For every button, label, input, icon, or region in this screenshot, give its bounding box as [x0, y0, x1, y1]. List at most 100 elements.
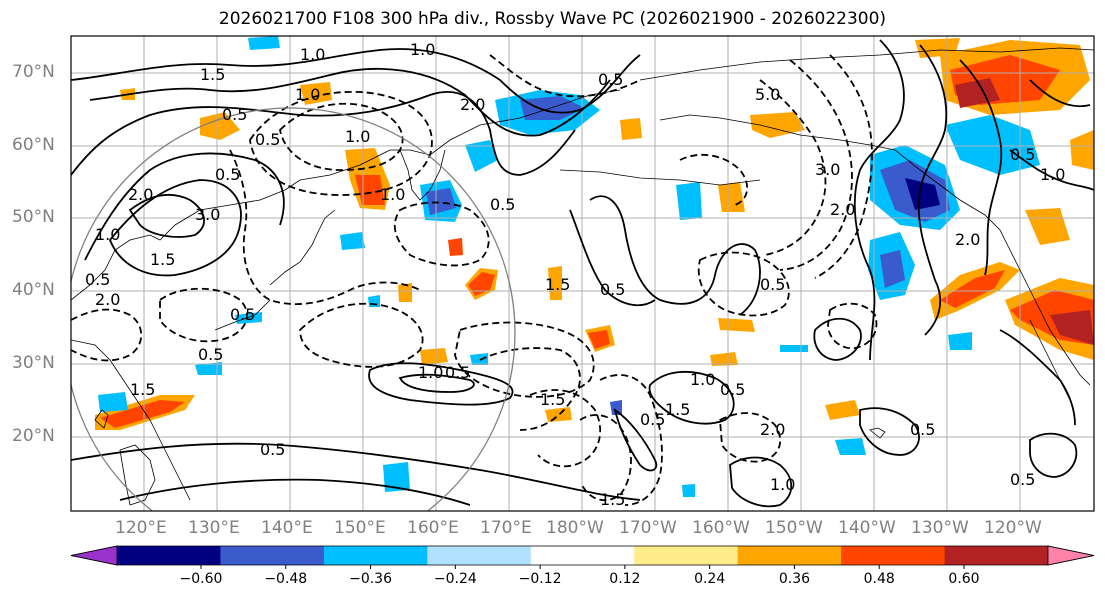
- coastline-philippines: [119, 444, 156, 506]
- lon-label: 150°W: [765, 518, 823, 538]
- div-neg-area: [780, 345, 808, 352]
- contour-label: 0.5: [598, 70, 623, 89]
- contour-label: 0.5: [1010, 470, 1035, 489]
- lat-label-60n: 60°N: [12, 135, 55, 155]
- contour-solid: [368, 362, 514, 406]
- div-neg-area: [610, 400, 622, 415]
- lat-label-70n: 70°N: [12, 62, 55, 82]
- colorbar-tick-label: 0.48: [863, 571, 895, 587]
- contour-label: 1.5: [130, 380, 155, 399]
- colorbar-tick-label: −0.36: [349, 571, 392, 587]
- contour-dashed: [719, 412, 782, 463]
- div-pos-area: [955, 78, 1000, 108]
- div-neg-area: [340, 232, 365, 250]
- contour-label: 0.5: [600, 280, 625, 299]
- contour-label: 0.5: [215, 165, 240, 184]
- contour-dashed: [579, 414, 632, 502]
- div-pos-area: [100, 400, 185, 428]
- colorbar-tick-label: 0.12: [609, 571, 641, 587]
- contour-label: 0.5: [760, 275, 785, 294]
- div-pos-area: [718, 318, 755, 332]
- coastline-asia-south: [71, 339, 191, 501]
- contour-dashed: [759, 79, 827, 256]
- coastline-aleutians: [559, 169, 761, 186]
- contour-label: 0.5: [640, 410, 665, 429]
- contour-label: 1.0: [770, 475, 795, 494]
- contour-label: 1.0: [410, 40, 435, 59]
- div-neg-area: [682, 484, 695, 497]
- div-pos-area: [1070, 130, 1094, 170]
- lon-label: 160°W: [692, 518, 750, 538]
- contour-labels: 1.5 1.0 0.5 1.0 0.5 1.0 2.0 0.5 0.5 0.5 …: [85, 40, 1065, 509]
- contour-label: 1.5: [540, 390, 565, 409]
- contour-solid: [589, 195, 761, 316]
- div-pos-area: [448, 238, 463, 256]
- contour-label: 1.5: [200, 65, 225, 84]
- contour-label: 1.0: [380, 185, 405, 204]
- div-pos-area: [468, 272, 495, 296]
- contour-dashed: [393, 201, 490, 267]
- lon-label: 130°E: [188, 518, 240, 538]
- contour-label: 1.5: [600, 490, 625, 509]
- contour-solid: [84, 152, 285, 261]
- contour-solid: [71, 91, 576, 176]
- contour-label: 1.0: [95, 225, 120, 244]
- div-neg-area: [465, 140, 498, 172]
- div-pos-area: [710, 352, 738, 366]
- lon-label: 160°E: [407, 518, 459, 538]
- contour-solid: [569, 209, 656, 307]
- div-neg-area: [905, 178, 940, 210]
- contour-label: 2.0: [460, 95, 485, 114]
- div-neg-area: [948, 332, 972, 350]
- colorbar-tick-label: −0.48: [264, 571, 308, 587]
- coastline-japan: [269, 209, 336, 286]
- contour-dashed: [827, 302, 878, 350]
- contour-label: 3.0: [815, 160, 840, 179]
- contour-label: 0.5: [255, 130, 280, 149]
- contour-label: 2.0: [760, 420, 785, 439]
- div-neg-area: [835, 438, 866, 455]
- contour-solid: [1029, 79, 1091, 108]
- div-neg-area: [248, 36, 280, 50]
- contour-label: 0.5: [445, 363, 470, 382]
- contour-label: 1.5: [665, 400, 690, 419]
- div-neg-area: [470, 353, 488, 365]
- contour-solid: [729, 456, 793, 508]
- contour-dashed: [159, 287, 248, 343]
- contour-dashed: [479, 347, 581, 431]
- div-pos-area: [1050, 310, 1094, 345]
- contour-solid: [89, 67, 611, 137]
- contour-solid: [398, 373, 475, 393]
- div-neg-area: [426, 188, 456, 215]
- div-pos-area: [750, 112, 805, 138]
- contours-negative: [71, 54, 878, 506]
- contour-label: 2.0: [95, 290, 120, 309]
- coastline-alaska: [659, 114, 1011, 251]
- contour-dashed: [489, 54, 641, 98]
- contour-solid: [648, 370, 735, 425]
- div-pos-area: [718, 182, 745, 212]
- coastline-hawaii: [869, 427, 886, 439]
- div-neg-area: [676, 182, 702, 220]
- contour-label: 1.0: [295, 85, 320, 104]
- contour-label: 0.5: [198, 345, 223, 364]
- contour-label: 0.5: [230, 305, 255, 324]
- graticule: [71, 36, 1094, 511]
- lon-label: 180°W: [546, 518, 604, 538]
- contour-solid: [119, 478, 471, 506]
- contour-label: 2.0: [830, 200, 855, 219]
- contour-label: 1.5: [150, 250, 175, 269]
- contour-solid: [1009, 149, 1094, 191]
- contour-label: 1.0: [300, 45, 325, 64]
- coastline-asia: [71, 89, 621, 301]
- coastline-alaska-north: [639, 47, 1094, 81]
- contour-label: 0.5: [85, 270, 110, 289]
- contour-solid: [959, 59, 1003, 276]
- lon-label: 130°W: [911, 518, 969, 538]
- lon-label: 170°W: [619, 518, 677, 538]
- lat-label-40n: 40°N: [12, 280, 55, 300]
- lon-label: 170°E: [480, 518, 532, 538]
- contour-label: 1.0: [1040, 165, 1065, 184]
- contour-solid: [1029, 432, 1078, 478]
- coastline-japan-south: [214, 299, 271, 331]
